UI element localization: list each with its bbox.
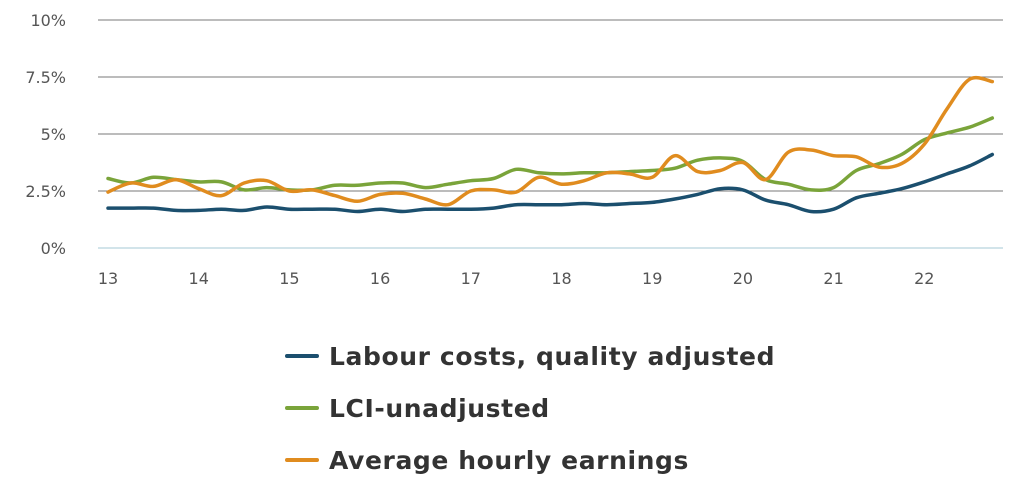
x-tick-label: 20 — [733, 269, 753, 288]
axis-ticks: 0% 2.5% 5% 7.5% 10% 13 14 15 16 17 18 19 20 21 22 — [25, 11, 934, 288]
x-tick-label: 19 — [642, 269, 662, 288]
series-lines — [106, 75, 995, 214]
y-tick-label: 7.5% — [25, 68, 66, 87]
y-tick-label: 5% — [41, 125, 66, 144]
y-tick-label: 0% — [41, 239, 66, 258]
series-line-average-hourly-earnings — [106, 75, 995, 207]
series-line-lci-unadjusted — [106, 116, 995, 193]
legend-swatch — [285, 406, 319, 410]
x-tick-label: 17 — [461, 269, 481, 288]
x-tick-label: 15 — [279, 269, 299, 288]
x-tick-label: 21 — [823, 269, 843, 288]
legend-label: LCI-unadjusted — [329, 393, 550, 423]
y-tick-label: 10% — [30, 11, 66, 30]
legend-swatch — [285, 458, 319, 462]
legend: Labour costs, quality adjusted LCI-unadj… — [285, 330, 775, 486]
legend-item-lci-unadjusted: LCI-unadjusted — [285, 382, 775, 434]
x-tick-label: 13 — [98, 269, 118, 288]
x-tick-label: 22 — [914, 269, 934, 288]
legend-item-average-hourly-earnings: Average hourly earnings — [285, 434, 775, 486]
x-tick-label: 14 — [189, 269, 209, 288]
x-tick-label: 16 — [370, 269, 390, 288]
grid-lines — [98, 19, 1003, 249]
legend-swatch — [285, 354, 319, 358]
series-line-labour-costs — [106, 152, 995, 214]
legend-item-labour-costs: Labour costs, quality adjusted — [285, 330, 775, 382]
legend-label: Labour costs, quality adjusted — [329, 341, 776, 371]
y-tick-label: 2.5% — [25, 182, 66, 201]
x-tick-label: 18 — [551, 269, 571, 288]
legend-label: Average hourly earnings — [329, 445, 690, 475]
